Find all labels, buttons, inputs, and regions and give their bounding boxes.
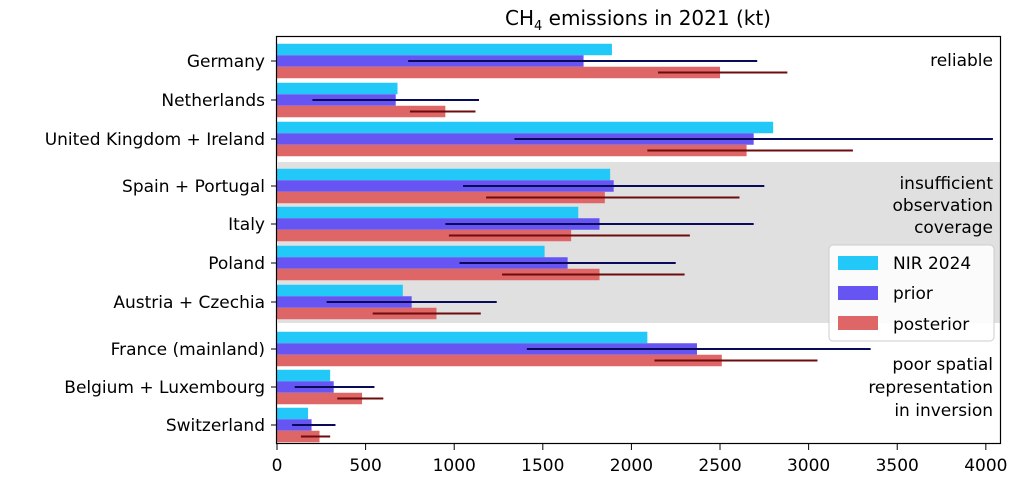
y-tick-label: France (mainland) xyxy=(111,340,265,360)
x-tick-label: 2000 xyxy=(610,456,653,476)
y-tick-label: Italy xyxy=(228,215,265,235)
x-tick-layer: 0 500 1000 1500 2000 2500 3000 3500 4000 xyxy=(272,444,1007,476)
bar-nir-2024-1 xyxy=(277,82,398,95)
group-label-poor-2: representation xyxy=(868,378,993,398)
group-label-reliable: reliable xyxy=(930,51,993,71)
y-tick-label: Switzerland xyxy=(166,416,265,436)
legend: NIR 2024 prior posterior xyxy=(828,244,995,342)
bar-prior-4 xyxy=(277,218,600,230)
legend-label-prior: prior xyxy=(893,284,933,304)
x-tick-label: 3000 xyxy=(787,456,830,476)
bars-layer xyxy=(277,43,774,443)
bar-prior-5 xyxy=(277,257,568,269)
y-tick-label: Spain + Portugal xyxy=(122,177,265,197)
bar-nir-2024-8 xyxy=(277,369,331,382)
bar-nir-2024-3 xyxy=(277,168,611,181)
bar-nir-2024-4 xyxy=(277,206,579,219)
legend-swatch-prior xyxy=(838,286,878,300)
bar-posterior-0 xyxy=(277,66,721,79)
bar-posterior-2 xyxy=(277,144,747,157)
x-tick-label: 0 xyxy=(272,456,283,476)
y-tick-label: Germany xyxy=(187,52,265,72)
title-ch: CH xyxy=(505,6,534,30)
y-tick-label: Austria + Czechia xyxy=(113,293,265,313)
error-bars-layer xyxy=(292,60,993,438)
bar-nir-2024-6 xyxy=(277,284,403,297)
y-tick-label: United Kingdom + Ireland xyxy=(45,130,265,150)
plot-frame xyxy=(275,35,1002,445)
x-tick-label: 500 xyxy=(349,456,381,476)
y-tick-label: Belgium + Luxembourg xyxy=(64,378,265,398)
title-rest: emissions in 2021 (kt) xyxy=(542,6,771,30)
bar-prior-7 xyxy=(277,343,697,355)
title-subscript: 4 xyxy=(534,19,542,34)
legend-label-posterior: posterior xyxy=(893,315,969,335)
y-tick-label: Netherlands xyxy=(161,91,265,111)
bar-posterior-9 xyxy=(277,430,320,443)
bar-posterior-1 xyxy=(277,105,446,118)
x-tick-label: 4000 xyxy=(964,456,1007,476)
legend-label-nir: NIR 2024 xyxy=(893,254,971,274)
chart-title: CH4 emissions in 2021 (kt) xyxy=(505,6,771,34)
group-label-insufficient-3: coverage xyxy=(914,218,993,238)
bar-posterior-5 xyxy=(277,268,600,281)
bar-nir-2024-7 xyxy=(277,331,648,344)
group-label-insufficient-2: observation xyxy=(892,196,993,216)
x-tick-label: 1500 xyxy=(521,456,564,476)
x-tick-label: 1000 xyxy=(433,456,476,476)
bar-nir-2024-9 xyxy=(277,407,309,420)
bar-nir-2024-5 xyxy=(277,245,545,258)
bar-posterior-4 xyxy=(277,229,572,242)
bar-nir-2024-2 xyxy=(277,121,774,134)
x-tick-label: 3500 xyxy=(876,456,919,476)
bar-posterior-6 xyxy=(277,307,437,320)
bar-prior-3 xyxy=(277,180,614,192)
bar-posterior-7 xyxy=(277,354,722,367)
group-label-poor-1: poor spatial xyxy=(892,355,993,375)
y-tick-layer: Germany Netherlands United Kingdom + Irela… xyxy=(45,52,277,436)
legend-swatch-nir xyxy=(838,256,878,270)
x-tick-label: 2500 xyxy=(698,456,741,476)
group-label-poor-3: in inversion xyxy=(894,401,993,421)
group-label-insufficient-1: insufficient xyxy=(899,174,993,194)
bar-posterior-8 xyxy=(277,392,363,405)
legend-swatch-posterior xyxy=(838,316,878,330)
bar-nir-2024-0 xyxy=(277,43,612,56)
bar-posterior-3 xyxy=(277,191,605,204)
y-tick-label: Poland xyxy=(208,254,265,274)
